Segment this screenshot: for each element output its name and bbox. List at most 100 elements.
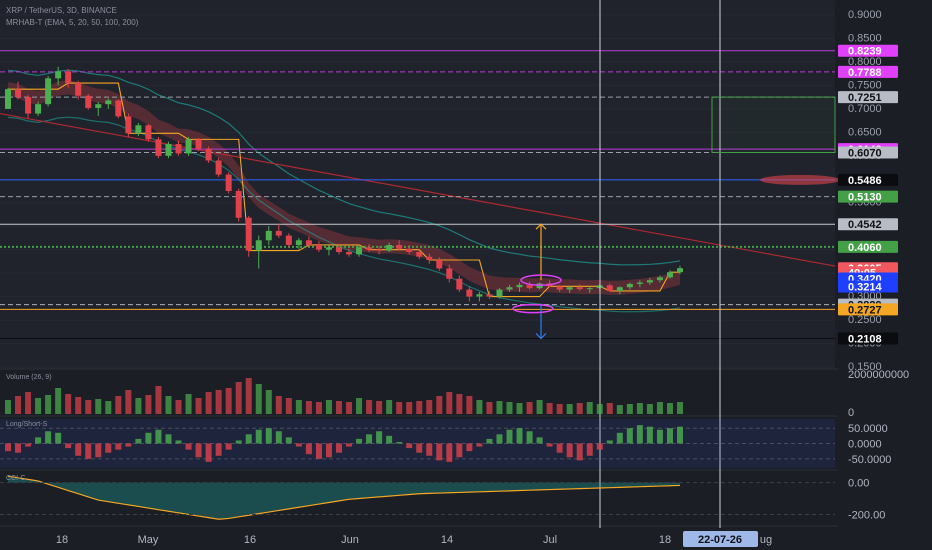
long-short-bar [436, 443, 443, 461]
volume-bar [235, 382, 242, 414]
volume-bar [596, 404, 603, 414]
volume-bar [636, 403, 643, 414]
candle-body [55, 71, 62, 79]
volume-bar [626, 404, 633, 414]
candle-body [195, 139, 202, 149]
candle-body [356, 247, 363, 255]
volume-bar [536, 400, 543, 414]
candle-body [155, 139, 162, 156]
long-short-bar [586, 443, 593, 456]
candle-body [496, 289, 503, 297]
volume-bar [295, 400, 302, 414]
price-tag-label: 0.7788 [848, 67, 882, 79]
volume-bar [255, 384, 262, 414]
candle-body [416, 252, 423, 257]
long-short-bar [325, 443, 332, 458]
candle-body [526, 284, 533, 289]
long-short-bar [255, 429, 262, 444]
long-short-bar [496, 434, 503, 444]
volume-bar [195, 398, 202, 414]
candle-body [456, 278, 463, 290]
long-short-bar [406, 443, 413, 449]
time-axis-label: 18 [659, 534, 671, 546]
long-short-bar [65, 443, 72, 449]
candle-body [376, 249, 383, 251]
cci-tick-label: 0.00 [848, 478, 869, 490]
volume-bar [466, 396, 473, 414]
long-short-bar [456, 443, 463, 458]
candle-body [315, 244, 322, 250]
volume-bar [677, 402, 683, 414]
candle-body [65, 71, 72, 84]
long-short-bar [265, 428, 272, 444]
volume-bar [85, 400, 92, 414]
long-short-bar [55, 432, 62, 444]
candle-body [606, 285, 613, 291]
price-tag-label: 0.2108 [848, 333, 882, 345]
long-short-bar [205, 443, 212, 462]
candle-body [366, 247, 373, 250]
long-short-bar [145, 432, 152, 444]
measure-arrow-head [535, 333, 547, 340]
long-short-bar [516, 428, 523, 444]
long-short-bar [235, 440, 242, 444]
candle-body [426, 256, 433, 260]
price-tag-label: 0.4060 [848, 242, 882, 254]
volume-bar [105, 401, 112, 414]
volume-bar [245, 378, 252, 414]
price-tick-label: 0.7000 [848, 103, 882, 115]
candle-body [646, 280, 653, 283]
volume-bar [346, 402, 353, 414]
candle-body [25, 97, 32, 114]
candle-body [666, 272, 673, 278]
volume-bar [546, 403, 553, 414]
price-tag-bg [838, 332, 898, 345]
volume-bar [145, 395, 152, 414]
candle-body [656, 277, 663, 281]
long-short-bar [476, 443, 483, 447]
candle-body [586, 288, 593, 290]
candle-body [175, 144, 182, 154]
long-short-bar [386, 435, 393, 444]
long-short-bar [376, 431, 383, 444]
cci-tick-label: -200.00 [848, 509, 885, 521]
candle-body [215, 160, 222, 175]
candle-body [135, 125, 142, 134]
candle-body [616, 287, 623, 291]
price-tag-label: 0.6070 [848, 148, 882, 160]
measure-arrow-head [535, 223, 547, 230]
volume-bar [386, 400, 393, 414]
long-short-bar [416, 443, 423, 453]
long-short-bar [155, 429, 162, 444]
candle-body [75, 83, 82, 96]
long-short-bar [546, 443, 553, 447]
candle-body [335, 247, 342, 253]
long-short-bar [556, 443, 563, 453]
candle-body [235, 191, 242, 218]
long-short-bar [536, 437, 543, 444]
candle-body [576, 287, 583, 290]
candle-body [556, 286, 563, 290]
volume-bar [215, 390, 222, 414]
volume-bar [325, 400, 332, 414]
long-short-bar [285, 437, 292, 444]
volume-bar [15, 396, 22, 414]
price-tag-label: 0.5130 [848, 192, 882, 204]
candle-body [386, 244, 393, 251]
volume-bar [436, 396, 443, 414]
candle-body [406, 248, 413, 253]
volume-bar [516, 403, 523, 414]
long-short-bar [15, 443, 22, 453]
ema-ribbon-band [8, 80, 680, 295]
volume-bar [45, 395, 52, 414]
candle-body [225, 174, 232, 191]
volume-bar [275, 396, 282, 414]
volume-bar [65, 394, 72, 414]
volume-bar [506, 402, 513, 414]
price-tag-bg [838, 280, 898, 293]
candle-body [35, 104, 42, 114]
volume-bar [656, 402, 663, 414]
candle-body [677, 268, 683, 273]
